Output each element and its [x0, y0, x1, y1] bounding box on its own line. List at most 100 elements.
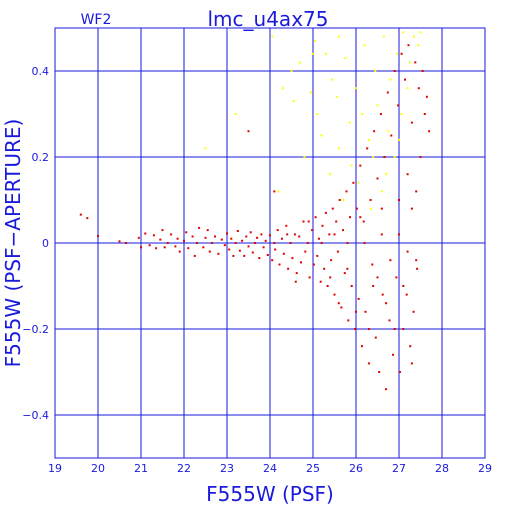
data-point: [273, 190, 276, 193]
data-point: [79, 213, 82, 216]
data-point: [383, 156, 386, 158]
data-point: [367, 328, 370, 330]
data-point: [228, 248, 231, 251]
data-point: [155, 247, 158, 250]
data-point: [247, 130, 250, 133]
data-point: [357, 297, 360, 300]
data-point: [355, 87, 357, 90]
data-point: [264, 239, 267, 242]
data-point: [395, 276, 398, 279]
x-tick-label: 22: [177, 462, 191, 475]
x-tick-label: 21: [134, 462, 148, 475]
data-point: [299, 61, 302, 64]
data-point: [393, 328, 396, 330]
data-point: [380, 207, 383, 210]
data-point: [354, 328, 357, 330]
data-point: [380, 190, 383, 193]
data-point: [408, 61, 411, 64]
data-point: [195, 242, 198, 244]
data-point: [331, 207, 334, 210]
data-point: [124, 242, 127, 244]
data-point: [281, 87, 284, 90]
data-point: [385, 302, 388, 305]
data-point: [392, 353, 394, 356]
data-point: [388, 319, 391, 322]
chart-title: lmc_u4ax75: [208, 7, 329, 31]
data-point: [238, 249, 241, 252]
data-point: [367, 138, 370, 141]
data-point: [378, 371, 381, 373]
data-point: [206, 229, 209, 232]
data-point: [326, 285, 329, 287]
data-point: [414, 61, 417, 64]
data-point: [256, 236, 259, 239]
data-point: [406, 173, 409, 176]
data-point: [398, 199, 400, 201]
data-point: [170, 233, 173, 236]
data-point: [342, 199, 345, 201]
data-point: [308, 276, 311, 279]
data-point: [290, 70, 293, 72]
data-point: [361, 113, 364, 115]
data-point: [285, 224, 288, 227]
data-point: [137, 236, 140, 239]
data-point: [415, 259, 418, 262]
data-point: [404, 78, 406, 81]
data-point: [148, 244, 151, 247]
data-point: [291, 257, 294, 260]
data-point: [400, 52, 403, 55]
data-point: [415, 190, 418, 193]
y-axis-label: F555W (PSF−APERTURE): [1, 119, 25, 368]
data-point: [381, 293, 384, 296]
data-point: [249, 231, 252, 234]
data-point: [178, 250, 181, 253]
data-point: [333, 293, 336, 296]
x-tick-label: 26: [349, 462, 363, 475]
data-point: [372, 285, 375, 287]
data-point: [366, 147, 369, 150]
data-point: [386, 91, 389, 94]
data-point: [320, 242, 323, 244]
data-point: [406, 87, 409, 90]
data-point: [376, 177, 379, 180]
data-point: [161, 229, 164, 232]
data-point: [373, 130, 376, 133]
data-point: [314, 39, 317, 42]
x-axis-ticks: 19 20 21 22 23 24 25 26 27 28 29: [48, 452, 492, 475]
data-point: [402, 31, 405, 34]
data-point: [312, 52, 314, 55]
data-point: [324, 52, 327, 55]
data-point: [97, 235, 99, 238]
data-point: [298, 235, 301, 238]
data-point: [380, 233, 383, 236]
data-point: [419, 156, 422, 158]
data-point: [295, 272, 298, 275]
data-point: [281, 237, 283, 240]
data-points: [79, 31, 431, 391]
data-point: [282, 252, 285, 255]
data-point: [387, 130, 390, 133]
data-point: [314, 216, 317, 219]
data-point: [400, 113, 403, 115]
data-point: [329, 276, 332, 279]
data-point: [236, 230, 239, 232]
data-point: [230, 237, 233, 240]
data-point: [204, 147, 207, 150]
data-point: [287, 267, 290, 270]
data-point: [316, 254, 319, 257]
data-point: [405, 293, 408, 296]
data-point: [398, 233, 400, 236]
grid-lines: [55, 28, 485, 458]
data-point: [416, 267, 419, 270]
chip-label: WF2: [81, 12, 112, 28]
data-point: [410, 362, 413, 365]
data-point: [293, 233, 296, 236]
data-point: [144, 232, 147, 235]
data-point: [342, 229, 345, 232]
data-point: [304, 250, 307, 253]
data-point: [335, 220, 338, 223]
data-point: [193, 254, 196, 257]
data-point: [271, 259, 274, 262]
data-point: [407, 44, 410, 47]
